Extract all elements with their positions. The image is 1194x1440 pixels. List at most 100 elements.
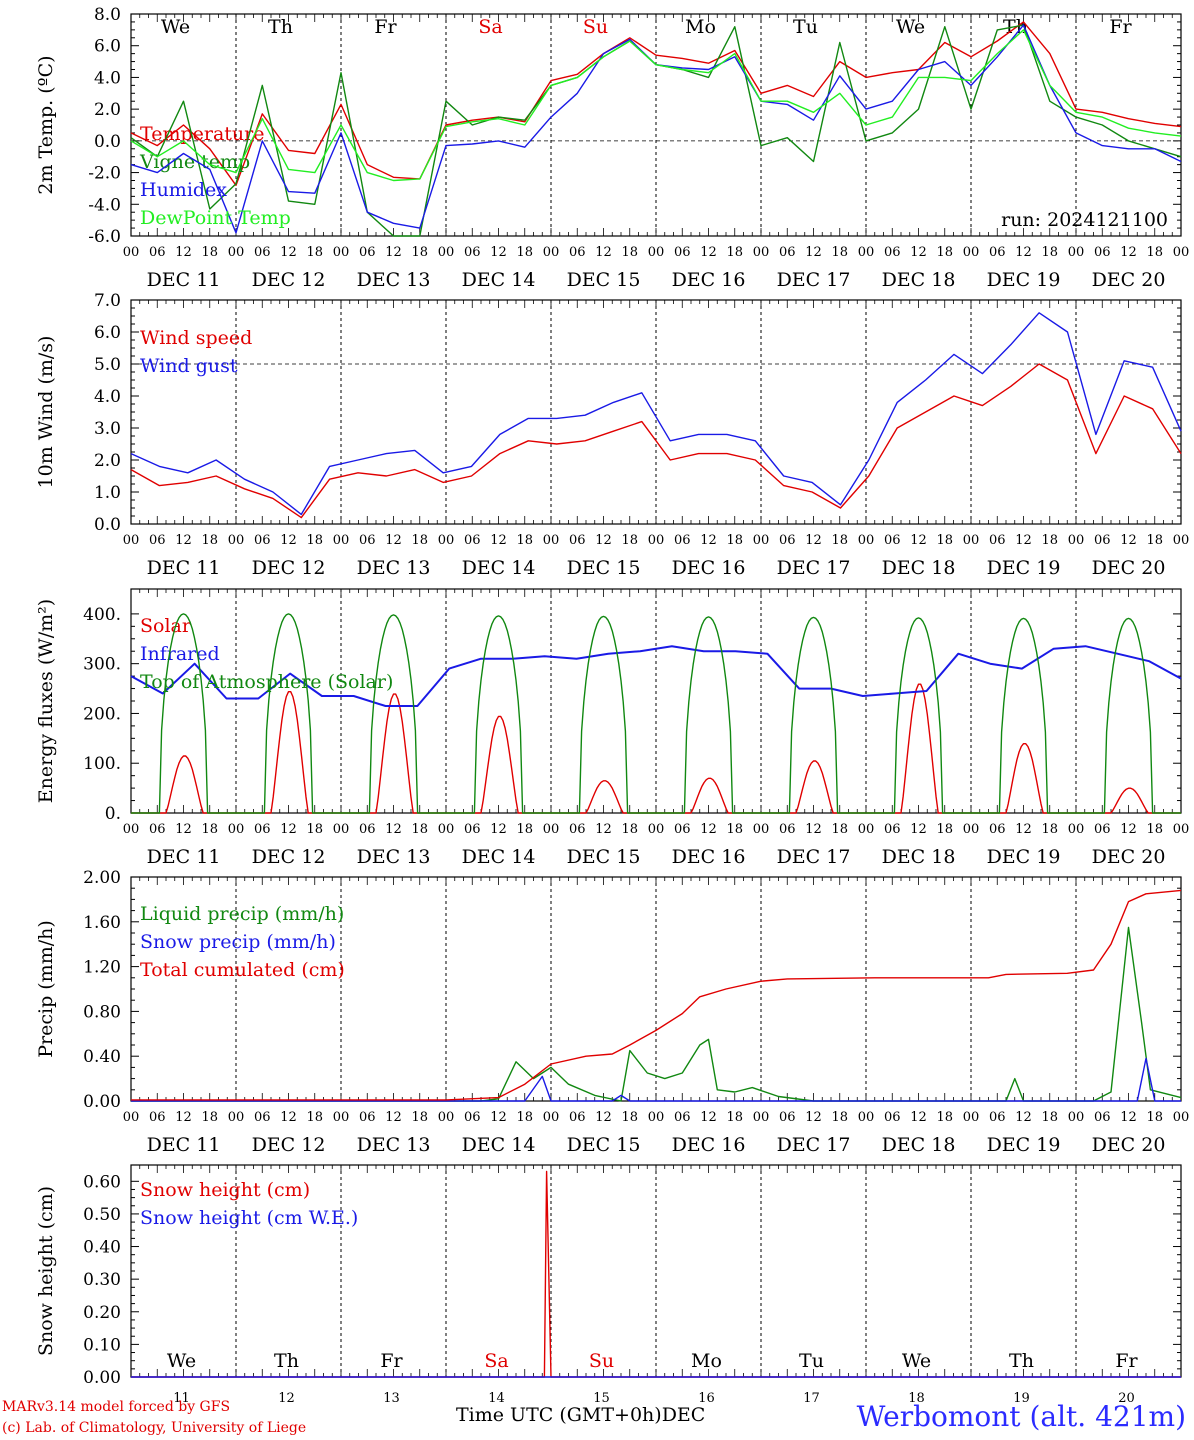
- hour-tick-label: 12: [805, 822, 822, 837]
- hour-tick-label: 00: [333, 822, 350, 837]
- hour-tick-label: 00: [123, 1110, 140, 1125]
- y-tick-label: 1.60: [83, 913, 121, 933]
- hour-tick-label: 00: [333, 245, 350, 260]
- hour-tick-label: 00: [438, 533, 455, 548]
- hour-tick-label: 06: [149, 1110, 166, 1125]
- y-tick-label: 3.0: [94, 419, 121, 439]
- hour-tick-label: 06: [779, 245, 796, 260]
- date-label: DEC 11: [147, 846, 221, 868]
- date-number-label: 19: [1013, 1391, 1030, 1406]
- hour-tick-label: 00: [753, 1110, 770, 1125]
- hour-tick-label: 06: [884, 1110, 901, 1125]
- date-label: DEC 17: [777, 557, 851, 579]
- hour-tick-label: 00: [1068, 1110, 1085, 1125]
- weekday-label: Fr: [1109, 16, 1132, 38]
- y-tick-label: 0.0: [94, 515, 121, 535]
- weekday-label: We: [896, 16, 925, 38]
- hour-tick-label: 00: [858, 822, 875, 837]
- y-tick-label: 1.20: [83, 958, 121, 978]
- hour-tick-label: 12: [385, 533, 402, 548]
- hour-tick-label: 12: [1015, 1110, 1032, 1125]
- hour-tick-label: 18: [1146, 245, 1163, 260]
- hour-tick-label: 12: [595, 533, 612, 548]
- hour-tick-label: 18: [411, 1110, 428, 1125]
- weekday-label: We: [161, 16, 190, 38]
- hour-tick-label: 00: [228, 822, 245, 837]
- hour-tick-label: 12: [1120, 1110, 1137, 1125]
- model-credit: MARv3.14 model forced by GFS: [2, 1399, 231, 1415]
- y-tick-label: 0.40: [83, 1238, 121, 1258]
- panel-frame: [130, 588, 1182, 814]
- date-label: DEC 16: [672, 557, 746, 579]
- series-line-liquid-precip-mm-h-: [131, 926, 1182, 1102]
- hour-tick-label: 18: [726, 245, 743, 260]
- hour-tick-label: 00: [963, 533, 980, 548]
- date-label: DEC 14: [462, 1134, 536, 1156]
- hour-tick-label: 18: [1041, 533, 1058, 548]
- hour-tick-label: 06: [884, 245, 901, 260]
- hour-tick-label: 06: [359, 533, 376, 548]
- hour-tick-label: 06: [464, 533, 481, 548]
- y-tick-label: 0.40: [83, 1047, 121, 1067]
- weekday-label: Fr: [380, 1350, 403, 1372]
- hour-tick-label: 00: [438, 1110, 455, 1125]
- legend-entry: Temperature: [140, 123, 264, 145]
- hour-tick-label: 12: [805, 533, 822, 548]
- hour-tick-label: 18: [411, 245, 428, 260]
- hour-tick-label: 12: [910, 1110, 927, 1125]
- legend-entry: Humidex: [140, 179, 227, 201]
- hour-tick-label: 18: [726, 822, 743, 837]
- hour-tick-label: 00: [1173, 1110, 1190, 1125]
- hour-tick-label: 00: [858, 533, 875, 548]
- y-axis-label: Precip (mm/h): [35, 920, 57, 1058]
- series-line-total-cumulated-cm-: [131, 889, 1182, 1101]
- hour-tick-label: 00: [543, 1110, 560, 1125]
- hour-tick-label: 12: [700, 245, 717, 260]
- hour-tick-label: 00: [858, 245, 875, 260]
- date-number-label: 14: [488, 1391, 505, 1406]
- y-tick-label: 2.0: [94, 100, 121, 120]
- hour-tick-label: 06: [254, 533, 271, 548]
- series-line-snow-precip-mm-h-: [131, 1057, 1181, 1102]
- date-number-label: 17: [803, 1391, 820, 1406]
- hour-tick-label: 00: [438, 245, 455, 260]
- y-tick-label: -2.0: [88, 164, 121, 184]
- y-tick-label: 100.: [83, 754, 121, 774]
- weekday-label: Su: [589, 1350, 614, 1372]
- hour-tick-label: 12: [595, 245, 612, 260]
- y-tick-label: 4.0: [94, 68, 121, 88]
- y-tick-label: 0.00: [83, 1368, 121, 1388]
- hour-tick-label: 12: [175, 533, 192, 548]
- hour-tick-label: 00: [753, 245, 770, 260]
- hour-tick-label: 00: [123, 533, 140, 548]
- legend-entry: Vigne temp: [139, 151, 250, 173]
- date-label: DEC 20: [1092, 846, 1166, 868]
- hour-tick-label: 12: [1015, 822, 1032, 837]
- y-tick-label: 0.80: [83, 1002, 121, 1022]
- hour-tick-label: 06: [464, 245, 481, 260]
- hour-tick-label: 12: [1120, 245, 1137, 260]
- series-line-wind-speed: [130, 363, 1182, 519]
- legend-entry: Snow precip (mm/h): [140, 931, 336, 953]
- hour-tick-label: 18: [1041, 1110, 1058, 1125]
- date-label: DEC 17: [777, 846, 851, 868]
- hour-tick-label: 06: [464, 822, 481, 837]
- hour-tick-label: 18: [516, 245, 533, 260]
- hour-tick-label: 12: [490, 533, 507, 548]
- hour-tick-label: 18: [621, 1110, 638, 1125]
- y-tick-label: 5.0: [94, 355, 121, 375]
- panel-4: 2.00 1.60 1.20 0.80 0.40 0.00 Precip (mm/h) 00 0…: [35, 868, 1189, 1156]
- hour-tick-label: 18: [726, 1110, 743, 1125]
- hour-tick-label: 18: [621, 245, 638, 260]
- y-axis-label: Snow height (cm): [35, 1186, 57, 1356]
- hour-tick-label: 12: [280, 533, 297, 548]
- hour-tick-label: 06: [884, 822, 901, 837]
- hour-tick-label: 06: [779, 822, 796, 837]
- date-label: DEC 14: [462, 557, 536, 579]
- hour-tick-label: 06: [1094, 1110, 1111, 1125]
- hour-tick-label: 12: [910, 245, 927, 260]
- hour-tick-label: 00: [228, 1110, 245, 1125]
- legend-entry: Wind gust: [140, 355, 238, 377]
- date-label: DEC 19: [987, 1134, 1061, 1156]
